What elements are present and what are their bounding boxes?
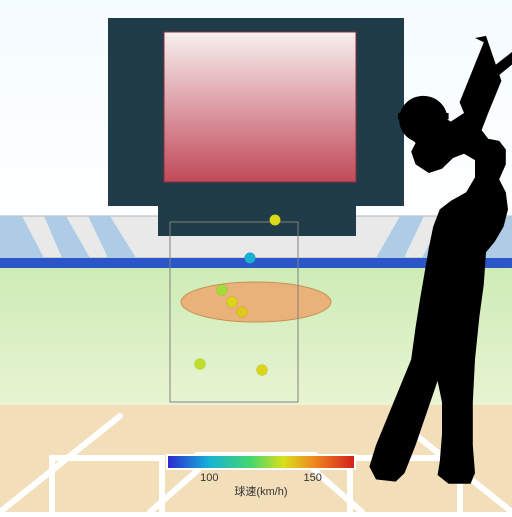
scoreboard-screen [164, 32, 356, 182]
chart-svg: 100 150 球速(km/h) [0, 0, 512, 512]
pitch-marker[interactable] [245, 253, 256, 264]
pitch-marker[interactable] [217, 285, 228, 296]
pitch-location-chart: 100 150 球速(km/h) [0, 0, 512, 512]
color-scale-tick: 100 [200, 472, 218, 484]
pitch-marker[interactable] [195, 359, 206, 370]
pitch-marker[interactable] [257, 365, 268, 376]
color-scale-label: 球速(km/h) [234, 484, 287, 498]
pitch-marker[interactable] [270, 215, 281, 226]
color-scale-bar [168, 456, 354, 468]
pitch-marker[interactable] [227, 297, 238, 308]
color-scale-tick: 150 [303, 472, 321, 484]
helmet-brim [398, 113, 449, 119]
pitch-marker[interactable] [237, 307, 248, 318]
pitchers-mound [181, 282, 331, 322]
scoreboard-base [158, 206, 356, 236]
batter-head [399, 96, 447, 143]
